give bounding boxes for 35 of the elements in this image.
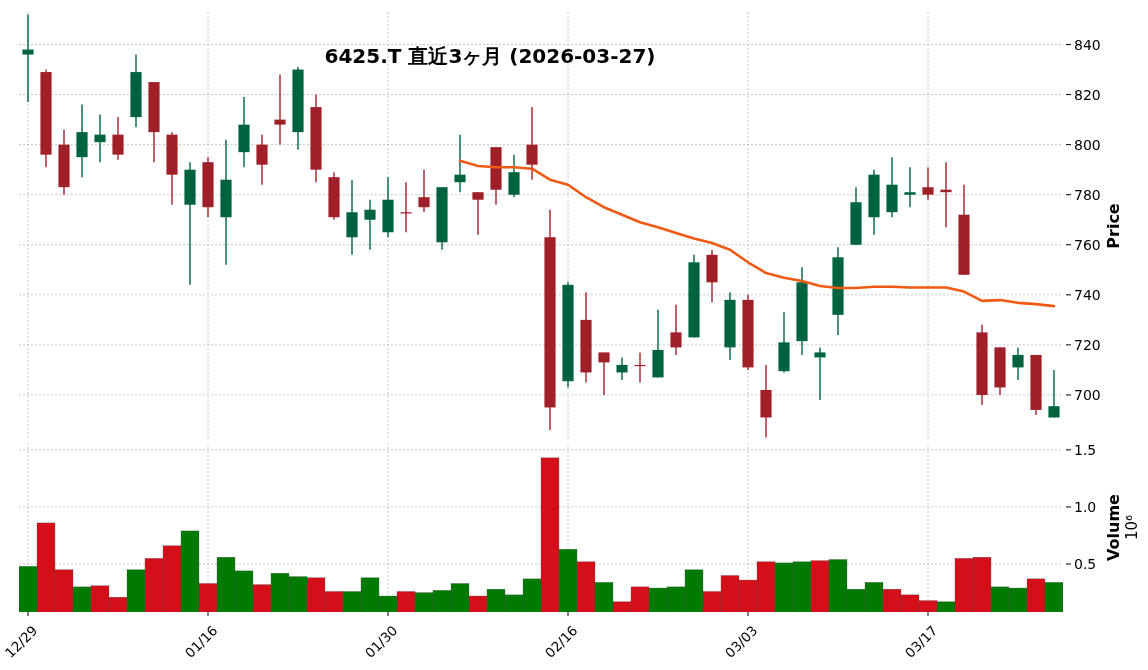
y-tick-label: 800 [1074, 136, 1101, 153]
y-tick-label: 1.5 [1074, 441, 1097, 458]
candlestick [1048, 369, 1060, 419]
y-tick-label: 760 [1074, 236, 1101, 253]
y-tick-label: 740 [1074, 286, 1101, 303]
candlestick [274, 73, 286, 146]
candlestick [94, 113, 106, 163]
candlestick [526, 106, 538, 181]
text: 10⁶ [1123, 514, 1141, 541]
y-tick-label: 720 [1074, 336, 1101, 353]
candlestick [454, 133, 466, 193]
y-tick-label: 0.5 [1074, 556, 1097, 573]
text: 6425.T 直近3ヶ月 (2026-03-27) [324, 44, 656, 68]
y-tick-label: 700 [1074, 386, 1101, 403]
y-tick-label: 820 [1074, 86, 1101, 103]
candlestick [814, 346, 826, 401]
candlestick [670, 304, 682, 356]
y-tick-label: 1.0 [1074, 498, 1097, 515]
candlestick [472, 191, 484, 236]
y-axis-title: Volume [1103, 493, 1123, 561]
candlestick [364, 199, 376, 251]
candlestick [508, 153, 520, 198]
candlestick [1012, 346, 1024, 381]
y-tick-label: 840 [1074, 36, 1101, 53]
candlestick [256, 133, 268, 186]
candlestick [112, 116, 124, 161]
candlestick [922, 166, 934, 201]
y-axis-title: Price [1103, 203, 1123, 249]
candlestick [22, 13, 34, 103]
candlestick [616, 356, 628, 381]
y-tick-label: 780 [1074, 186, 1101, 203]
line-series [458, 159, 1056, 308]
candlestick [904, 166, 916, 208]
candlestick [418, 168, 430, 213]
candlestick [598, 351, 610, 396]
